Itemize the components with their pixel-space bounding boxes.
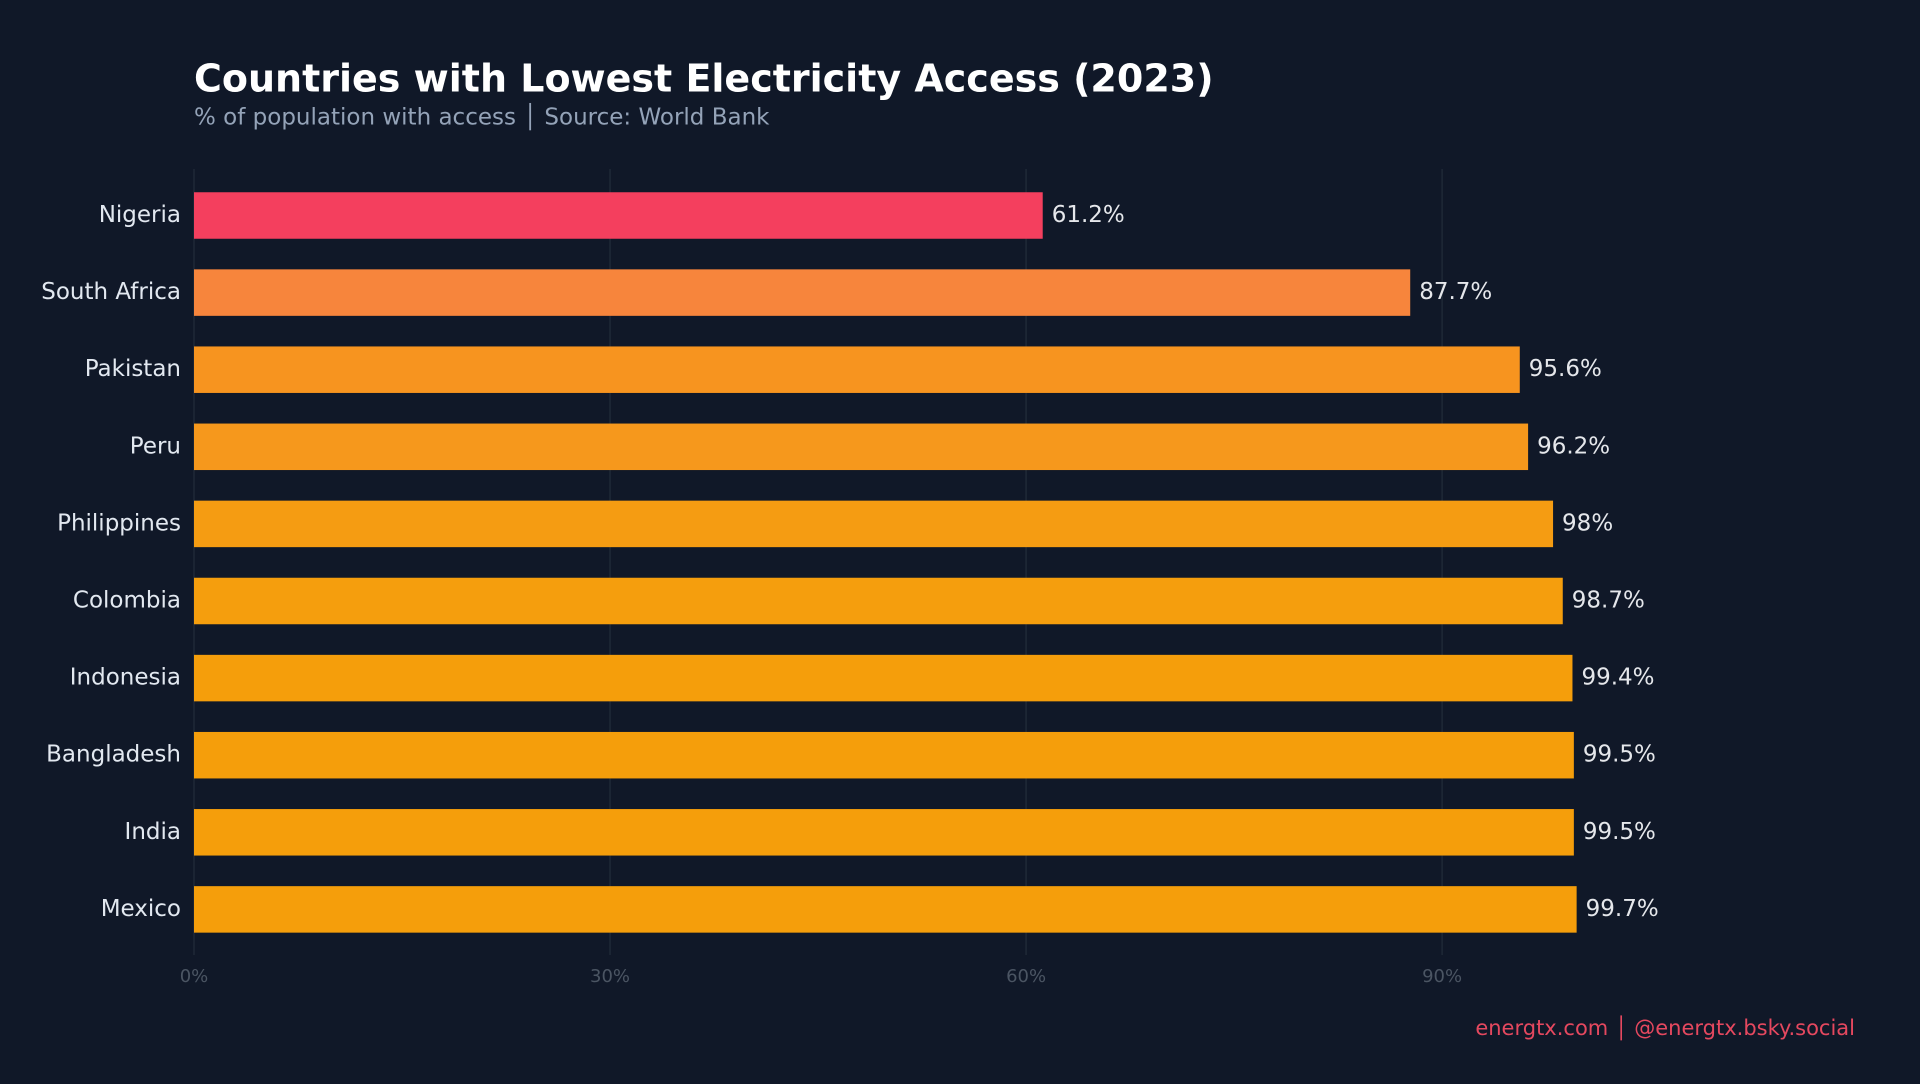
y-tick-label: Bangladesh — [46, 742, 181, 768]
value-label: 96.2% — [1537, 433, 1610, 459]
bar — [194, 577, 1563, 625]
value-label: 98.7% — [1572, 588, 1645, 614]
chart-subtitle: % of population with access │ Source: Wo… — [194, 103, 770, 131]
footer: energtx.com │ @energtx.bsky.social — [1475, 1015, 1855, 1041]
y-tick-label: Pakistan — [85, 356, 181, 382]
value-label: 99.5% — [1583, 819, 1656, 845]
bar — [194, 346, 1520, 393]
y-tick-label: India — [125, 819, 181, 845]
y-tick-label: Philippines — [57, 510, 181, 536]
value-label: 98% — [1562, 510, 1613, 536]
value-label: 99.5% — [1583, 742, 1656, 768]
chart-title: Countries with Lowest Electricity Access… — [194, 57, 1214, 101]
x-tick-label: 30% — [590, 966, 630, 987]
bar — [194, 423, 1529, 471]
value-label: 61.2% — [1052, 202, 1125, 228]
y-tick-label: Colombia — [73, 588, 181, 614]
y-tick-label: South Africa — [41, 279, 181, 305]
x-tick-label: 0% — [180, 966, 209, 987]
bar — [194, 809, 1574, 856]
value-label: 99.4% — [1581, 665, 1654, 691]
y-tick-label: Indonesia — [70, 665, 181, 691]
y-tick-label: Mexico — [101, 896, 181, 922]
bar — [194, 731, 1574, 779]
x-tick-label: 90% — [1422, 966, 1462, 987]
value-label: 95.6% — [1529, 356, 1602, 382]
bar — [194, 269, 1411, 316]
y-tick-label: Nigeria — [99, 202, 181, 228]
value-label: 87.7% — [1419, 279, 1492, 305]
x-tick-label: 60% — [1006, 966, 1046, 987]
bar — [194, 192, 1043, 239]
bar — [194, 886, 1577, 933]
bar — [194, 500, 1554, 548]
y-tick-label: Peru — [130, 433, 181, 459]
value-label: 99.7% — [1586, 896, 1659, 922]
bar — [194, 654, 1573, 702]
